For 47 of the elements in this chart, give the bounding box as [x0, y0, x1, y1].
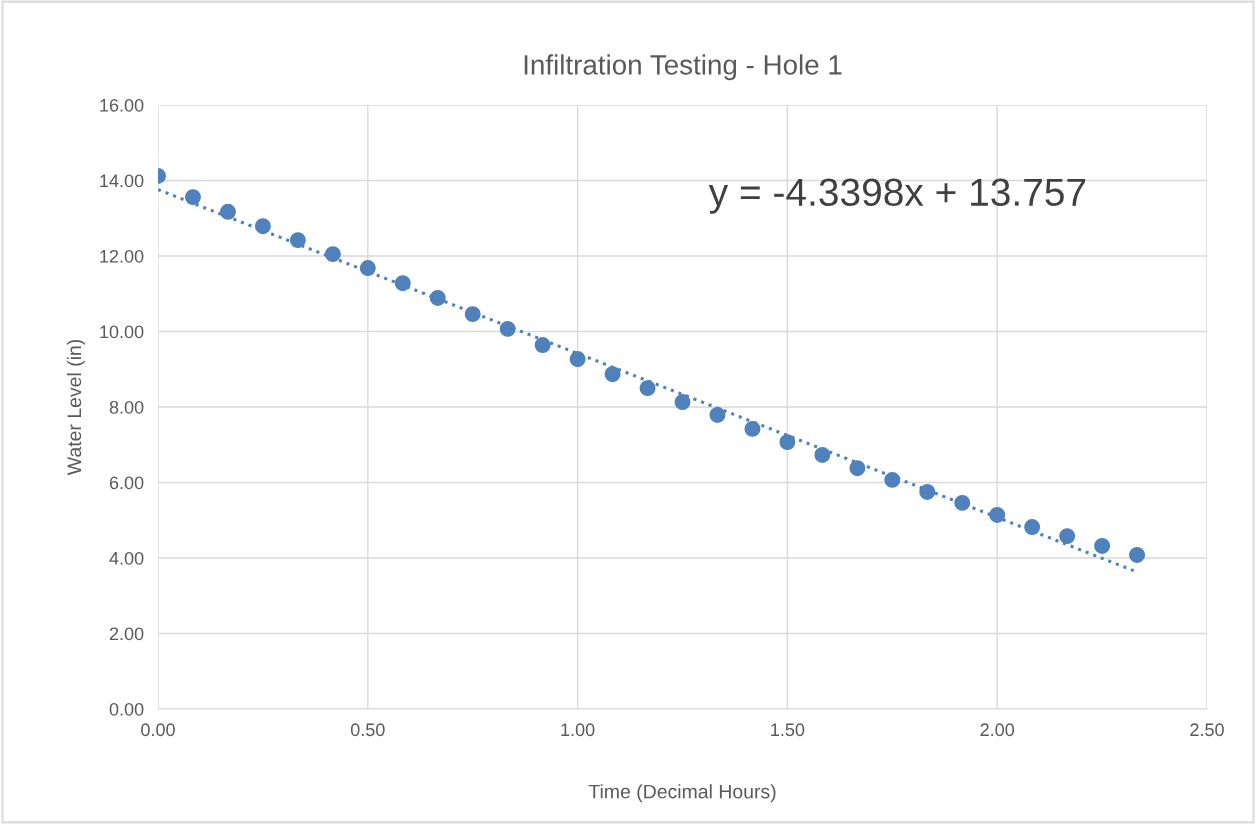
- point: [464, 306, 481, 323]
- x-axis-title: Time (Decimal Hours): [588, 784, 776, 803]
- point: [884, 471, 901, 488]
- point: [534, 337, 551, 354]
- point: [744, 420, 761, 437]
- annotation: y = -4.3398x + 13.757: [708, 178, 1086, 214]
- x-tick-label: 0.50: [350, 723, 385, 737]
- point: [569, 351, 586, 368]
- point: [254, 218, 271, 235]
- x-tick-label: 1.50: [771, 723, 805, 737]
- x-tick-label: 2.00: [980, 723, 1015, 737]
- point: [989, 506, 1006, 523]
- point: [324, 246, 341, 263]
- y-tick-label: 8.00: [109, 400, 144, 414]
- point: [499, 320, 516, 337]
- point: [289, 232, 306, 249]
- point: [674, 394, 691, 411]
- point: [779, 434, 796, 451]
- point: [219, 203, 236, 220]
- point: [639, 380, 656, 397]
- point: [1094, 537, 1111, 554]
- y-tick-label: 14.00: [100, 174, 144, 188]
- y-tick-label: 2.00: [109, 627, 144, 641]
- point: [1024, 519, 1041, 536]
- point: [1059, 528, 1076, 545]
- y-tick-label: 6.00: [109, 476, 144, 490]
- y-tick-label: 10.00: [100, 325, 144, 339]
- point: [1129, 547, 1146, 563]
- point: [359, 260, 376, 277]
- point: [814, 446, 831, 463]
- point: [429, 289, 446, 306]
- x-tick-label: 2.50: [1190, 723, 1224, 737]
- point: [919, 483, 936, 500]
- point: [954, 494, 971, 511]
- y-tick-label: 0.00: [109, 702, 144, 716]
- y-tick-label: 4.00: [109, 551, 144, 565]
- y-tick-label: 12.00: [100, 249, 144, 263]
- y-tick-label: 16.00: [100, 98, 144, 112]
- point: [184, 189, 201, 206]
- x-tick-label: 1.00: [561, 723, 595, 737]
- x-tick-label: 0.00: [141, 723, 175, 737]
- point: [604, 366, 621, 383]
- point: [849, 460, 866, 477]
- point: [394, 275, 411, 292]
- y-axis-title: Water Level (in): [66, 339, 86, 476]
- chart-title: Infiltration Testing - Hole 1: [524, 54, 842, 81]
- point: [709, 406, 726, 423]
